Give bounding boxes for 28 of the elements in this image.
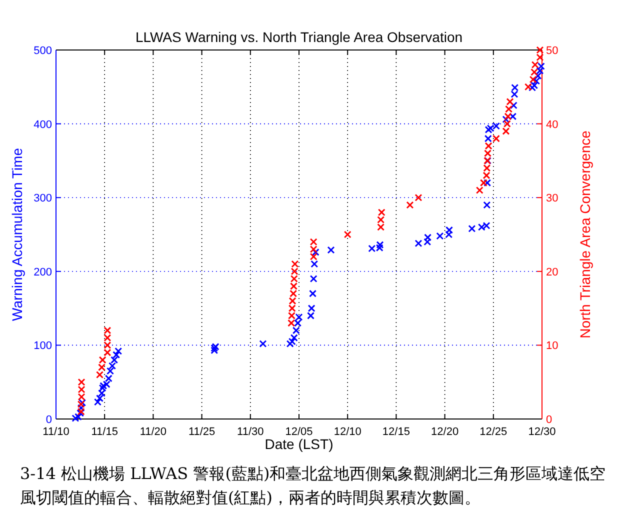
y2-tick-label: 40 [546, 118, 558, 131]
y2-tick-label: 30 [546, 192, 558, 205]
x-tick-label: 11/20 [140, 426, 167, 438]
x-tick-label: 12/25 [480, 426, 508, 438]
y2-tick-label: 50 [546, 45, 558, 57]
x-tick-label: 12/30 [528, 426, 556, 438]
y2-tick-label: 20 [546, 266, 558, 278]
x-tick-label: 11/15 [91, 426, 118, 438]
x-tick-label: 12/10 [334, 426, 362, 438]
y-tick-label: 0 [46, 414, 52, 426]
text: 3-14 松山機場 LLWAS 警報(藍點)和臺北盆地西側氣象觀測網北三角形區域達低空風切閾值的輻合、輻散絕對值(紅點)，兩者的時間與累積次數圖。 [20, 463, 607, 509]
x-tick-label: 11/25 [188, 426, 216, 438]
y2-tick-label: 0 [546, 414, 552, 426]
x-tick-label: 11/30 [237, 426, 264, 438]
x-tick-label: 12/20 [431, 426, 459, 438]
y-tick-label: 100 [34, 340, 52, 352]
y-tick-label: 200 [34, 266, 52, 278]
y-axis-title: Warning Accumulation Time [9, 148, 25, 321]
x-tick-label: 11/10 [42, 426, 70, 438]
x-tick-label: 12/05 [285, 426, 313, 438]
chart-title: LLWAS Warning vs. North Triangle Area Observation [135, 29, 463, 45]
y-tick-label: 500 [34, 45, 52, 57]
y2-tick-label: 10 [546, 340, 558, 352]
x-axis-title: Date (LST) [264, 436, 334, 452]
y-tick-label: 300 [34, 192, 52, 205]
y-tick-label: 400 [34, 118, 52, 131]
y2-axis-title: North Triangle Area Convergence [577, 130, 593, 338]
x-tick-label: 12/15 [382, 426, 410, 438]
